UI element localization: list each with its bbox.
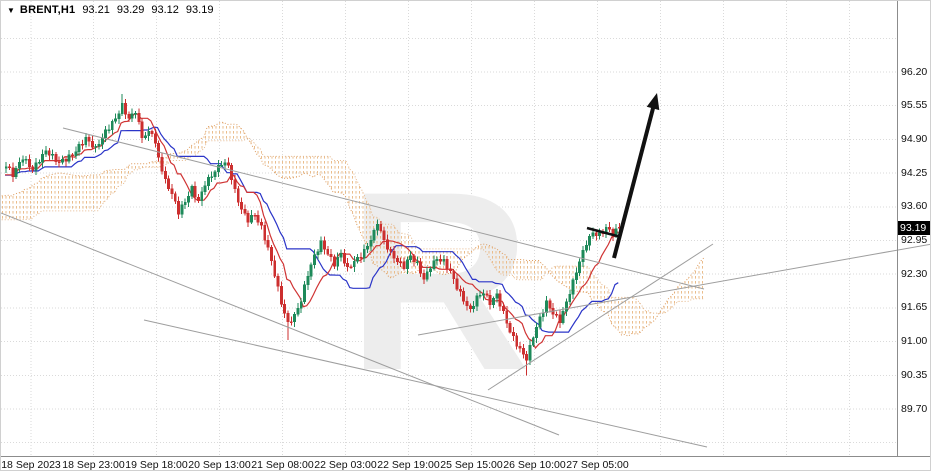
price-axis-label: 90.35 [901, 368, 928, 381]
price-axis-label: 95.55 [901, 99, 928, 112]
trendline[interactable] [1, 212, 560, 436]
trendline[interactable] [62, 127, 705, 290]
ohlc-open-value: 93.21 [82, 4, 110, 16]
time-axis-label: 22 Sep 19:00 [377, 459, 440, 471]
symbol-timeframe-label: BRENT,H1 [19, 4, 76, 16]
time-axis-label: 22 Sep 03:00 [314, 459, 377, 471]
time-axis-label: 18 Sep 2023 [1, 459, 61, 471]
kijun-sen-line [5, 126, 619, 333]
price-axis-label: 89.70 [901, 402, 928, 415]
watermark-logo: R [347, 139, 531, 424]
trendline[interactable] [487, 243, 714, 391]
ohlc-high-value: 93.29 [116, 4, 145, 16]
time-axis-label: 21 Sep 08:00 [251, 459, 314, 471]
axis-borders [1, 1, 930, 457]
senkou-span-a-line [1, 121, 705, 337]
up-trend-arrow[interactable] [612, 93, 660, 259]
current-price-value: 93.19 [900, 222, 927, 235]
trendline[interactable] [417, 243, 931, 336]
price-axis-label: 94.25 [901, 166, 928, 179]
price-axis-label: 91.00 [901, 335, 928, 348]
ohlc-close-value: 93.19 [185, 4, 214, 16]
price-axis-label: 94.90 [901, 132, 928, 145]
grid-layer [1, 1, 897, 456]
ichimoku-cloud [1, 122, 705, 337]
price-axis-label: 91.65 [901, 301, 928, 314]
candles-layer [4, 93, 621, 376]
pullback-dash[interactable] [586, 226, 622, 239]
time-axis-label: 27 Sep 05:00 [566, 459, 629, 471]
senkou-span-b-line [1, 137, 705, 314]
time-axis-label: 25 Sep 15:00 [440, 459, 503, 471]
price-axis-label: 96.20 [901, 65, 928, 78]
current-price-badge: 93.19 [898, 221, 930, 236]
price-axis-label: 92.95 [901, 234, 928, 246]
time-axis-label: 19 Sep 18:00 [125, 459, 188, 471]
ohlc-low-value: 93.12 [151, 4, 179, 16]
trendlines-layer [1, 127, 931, 448]
time-axis-label: 26 Sep 10:00 [503, 459, 566, 471]
time-axis-label: 18 Sep 23:00 [62, 459, 125, 471]
price-axis-label: 93.60 [901, 200, 928, 213]
time-axis-label: 20 Sep 13:00 [188, 459, 251, 471]
price-axis-label: 92.30 [901, 267, 928, 280]
chart-header: ▼ BRENT,H1 93.21 93.29 93.12 93.19 [7, 4, 213, 16]
trendline[interactable] [143, 319, 708, 448]
symbol-dropdown-icon[interactable]: ▼ [7, 5, 15, 15]
